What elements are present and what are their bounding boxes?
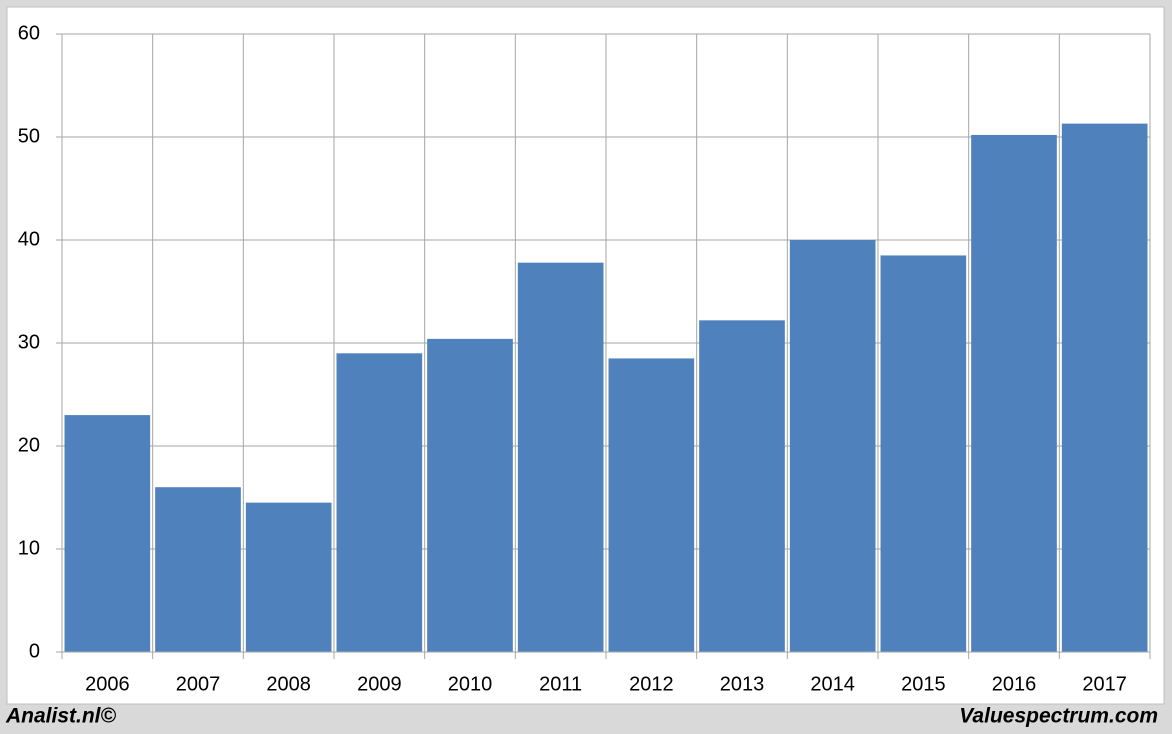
bar — [880, 255, 967, 652]
y-tick-label: 20 — [18, 434, 40, 456]
y-tick-label: 10 — [18, 537, 40, 559]
y-tick-label: 40 — [18, 228, 40, 250]
credit-right: Valuespectrum.com — [959, 705, 1158, 728]
y-tick-label: 30 — [18, 331, 40, 353]
y-tick-label: 0 — [29, 640, 40, 662]
x-tick-label: 2016 — [992, 673, 1037, 695]
bar — [699, 320, 785, 652]
x-tick-label: 2013 — [720, 673, 765, 695]
bar — [608, 358, 695, 652]
y-tick-label: 60 — [18, 22, 40, 44]
x-tick-label: 2006 — [85, 673, 130, 695]
x-tick-label: 2014 — [810, 673, 855, 695]
x-tick-label: 2017 — [1082, 673, 1127, 695]
bar — [517, 262, 604, 652]
x-tick-label: 2008 — [266, 673, 311, 695]
bar — [427, 338, 513, 652]
bar — [971, 134, 1057, 652]
x-tick-label: 2015 — [901, 673, 946, 695]
x-tick-label: 2007 — [176, 673, 221, 695]
bar — [64, 415, 151, 652]
x-tick-label: 2011 — [539, 673, 582, 695]
y-tick-label: 50 — [18, 125, 40, 147]
bar — [155, 487, 241, 652]
x-tick-label: 2009 — [357, 673, 402, 695]
x-tick-label: 2010 — [448, 673, 493, 695]
x-tick-label: 2012 — [629, 673, 674, 695]
bar — [336, 353, 423, 652]
bar — [1061, 123, 1148, 653]
bar — [789, 240, 876, 652]
credit-left: Analist.nl© — [5, 705, 117, 728]
bar — [245, 502, 332, 652]
